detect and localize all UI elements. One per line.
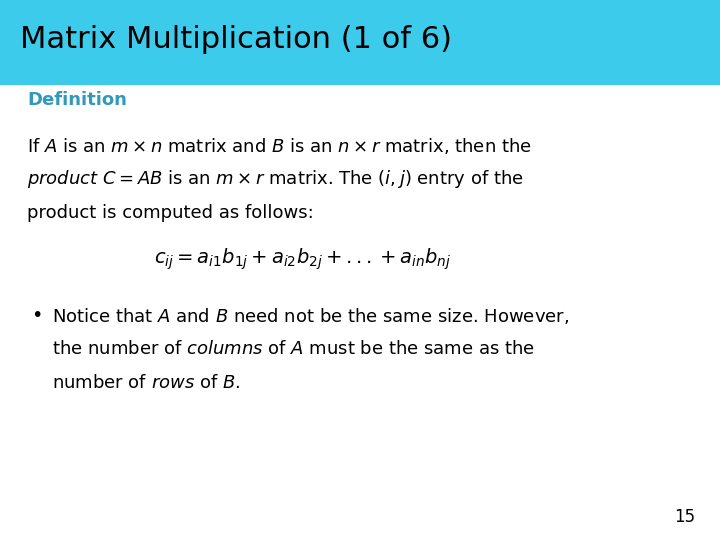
Text: If $A$ is an $m \times n$ matrix and $B$ is an $n \times r$ matrix, then the: If $A$ is an $m \times n$ matrix and $B$… (27, 136, 532, 156)
Text: Definition: Definition (27, 91, 127, 109)
Text: Matrix Multiplication (1 of 6): Matrix Multiplication (1 of 6) (20, 25, 452, 54)
Text: number of $\mathit{rows}$ of $B$.: number of $\mathit{rows}$ of $B$. (52, 374, 240, 392)
Text: product is computed as follows:: product is computed as follows: (27, 204, 314, 222)
Text: 15: 15 (674, 509, 695, 526)
Text: $\mathbf{\mathit{product}}$ $C = AB$ is an $m \times r$ matrix. The ($i, j$) ent: $\mathbf{\mathit{product}}$ $C = AB$ is … (27, 168, 524, 190)
Text: $c_{ij} = a_{i1}b_{1j} + a_{i2}b_{2j} + ... + a_{in}b_{nj}$: $c_{ij} = a_{i1}b_{1j} + a_{i2}b_{2j} + … (154, 246, 451, 272)
Text: the number of $\mathit{columns}$ of $A$ must be the same as the: the number of $\mathit{columns}$ of $A$ … (52, 340, 535, 359)
FancyBboxPatch shape (0, 0, 720, 85)
Text: •: • (31, 306, 42, 326)
Text: Notice that $A$ and $B$ need not be the same size. However,: Notice that $A$ and $B$ need not be the … (52, 306, 569, 326)
